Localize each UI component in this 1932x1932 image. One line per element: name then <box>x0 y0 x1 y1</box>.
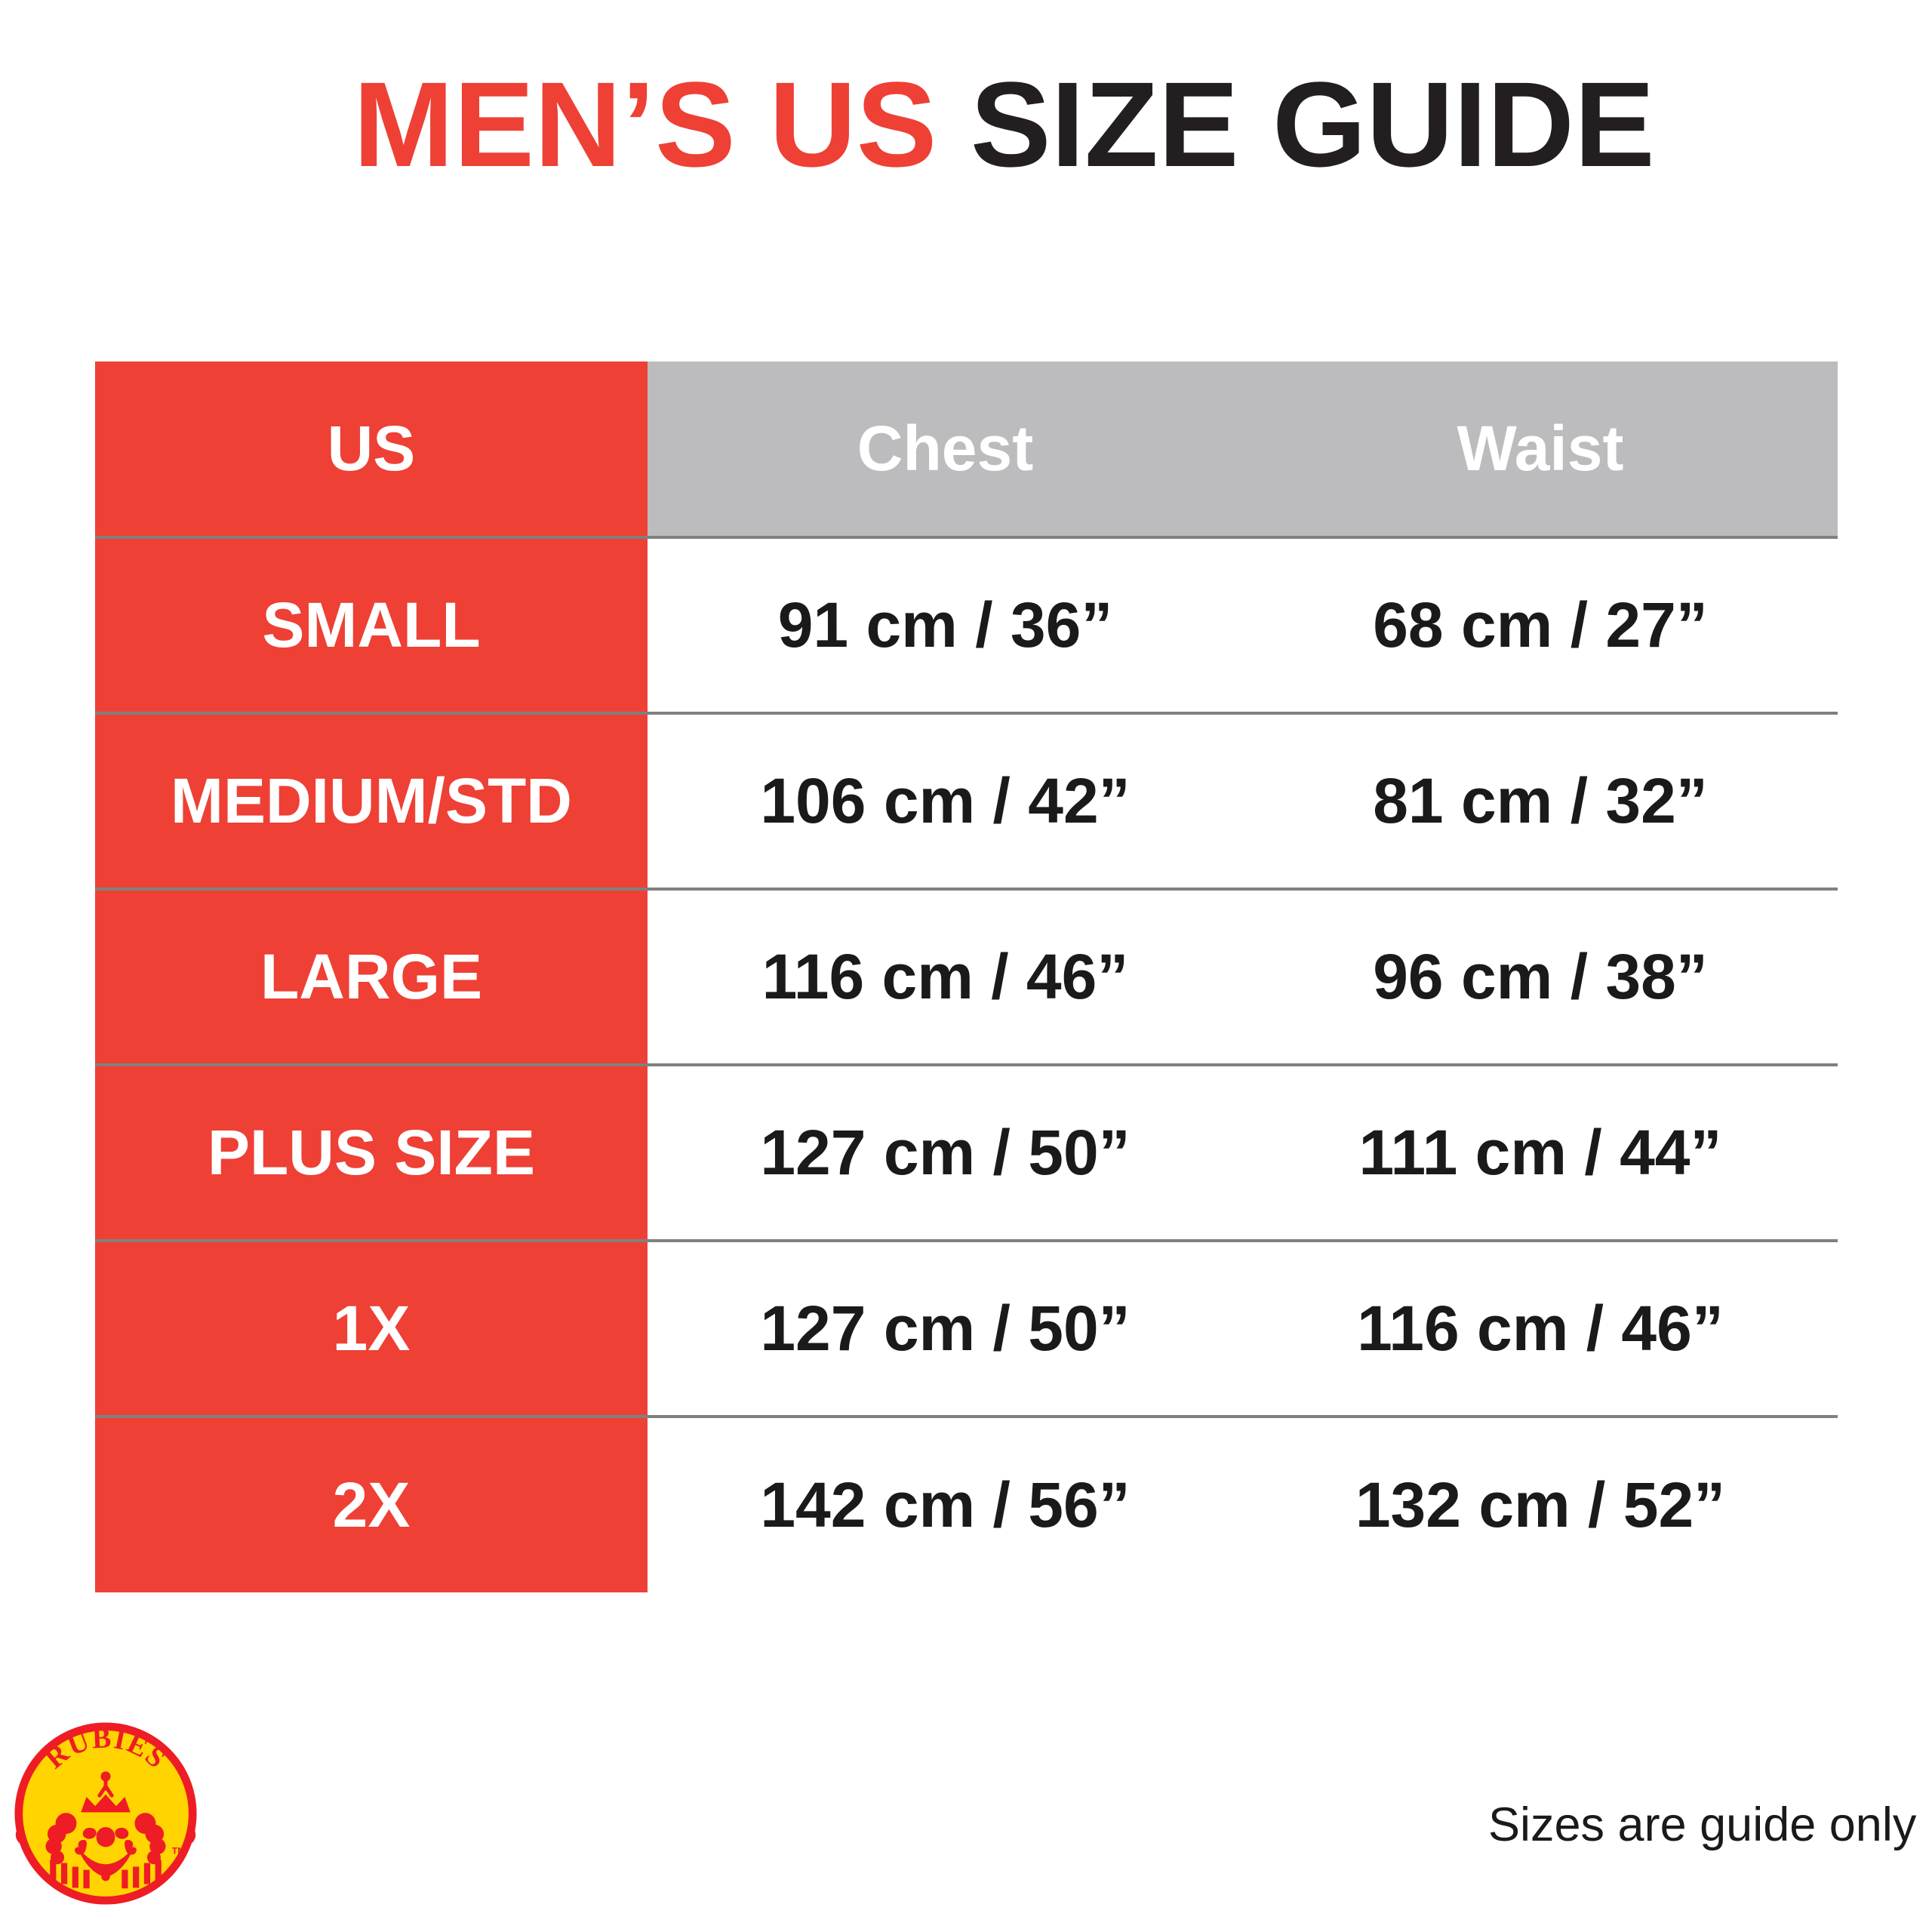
svg-text:TM: TM <box>172 1845 186 1856</box>
